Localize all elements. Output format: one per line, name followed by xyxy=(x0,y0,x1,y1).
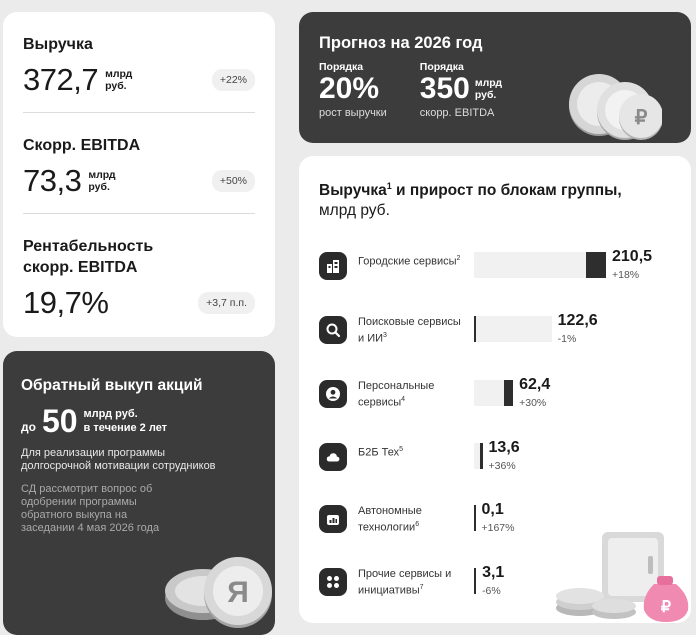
segment-bar-previous xyxy=(474,252,586,278)
segment-row: Прочие сервисы и инициативы7 3,1 -6% xyxy=(319,564,691,604)
segment-bar-previous xyxy=(474,380,505,406)
svg-text:₽: ₽ xyxy=(635,107,648,129)
safe-and-money-illustration: ₽ xyxy=(556,532,689,622)
svg-text:Я: Я xyxy=(227,576,249,609)
buyback-title: Обратный выкуп акций xyxy=(21,377,203,394)
segment-name: Автономные технологии6 xyxy=(358,505,422,534)
metric-label: Выручка xyxy=(23,36,93,53)
buyback-prefix: до xyxy=(21,420,36,434)
forecast-card: Прогноз на 2026 год Порядка 20% рост выр… xyxy=(299,12,691,143)
segment-growth: +167% xyxy=(481,522,515,534)
metric-unit: млрд руб. xyxy=(88,169,116,193)
forecast-value: 20% xyxy=(319,72,380,105)
metric-revenue: Выручка 372,7 млрд руб. +22% xyxy=(23,12,255,113)
segments-card: Выручка1 и прирост по блокам группы, млр… xyxy=(299,156,691,623)
segment-bar-growth xyxy=(480,443,483,469)
segment-growth: +36% xyxy=(488,460,516,472)
segment-bar-growth xyxy=(474,505,476,531)
metric-margin: Рентабельность скорр. EBITDA 19,7% +3,7 п… xyxy=(23,214,255,334)
segment-row: Городские сервисы2 210,5 +18% xyxy=(319,248,691,288)
forecast-qualifier: Порядка xyxy=(319,61,364,73)
buyback-note: СД рассмотрит вопрос об одобрении програ… xyxy=(21,483,160,534)
city-icon xyxy=(319,252,347,280)
forecast-unit: млрд руб. xyxy=(474,77,503,101)
metric-value: 73,3 xyxy=(23,163,82,198)
segment-bar-previous xyxy=(474,316,552,342)
segment-row: Персональные сервисы4 62,4 +30% xyxy=(319,376,691,416)
segment-row: Поисковые сервисы и ИИ3 122,6 -1% xyxy=(319,312,691,352)
metric-ebitda: Скорр. EBITDA 73,3 млрд руб. +50% xyxy=(23,113,255,214)
metric-label: Скорр. EBITDA xyxy=(23,137,141,154)
segment-name: Персональные сервисы4 xyxy=(358,380,435,409)
segment-growth: -1% xyxy=(557,333,577,345)
segment-growth: +30% xyxy=(519,397,547,409)
buyback-amount: 50 xyxy=(41,403,78,439)
grid-icon xyxy=(319,568,347,596)
ruble-coins-illustration: ₽ xyxy=(569,74,662,140)
growth-badge: +50% xyxy=(211,170,255,192)
buyback-card: Обратный выкуп акций до 50 млрд руб. в те… xyxy=(3,351,275,635)
segment-bar-growth xyxy=(585,252,606,278)
segment-bar-growth xyxy=(474,316,476,342)
segment-value: 3,1 xyxy=(482,564,505,581)
robot-icon xyxy=(319,505,347,533)
segments-title: Выручка1 и прирост по блокам группы, xyxy=(319,181,622,200)
svg-text:₽: ₽ xyxy=(661,599,671,616)
forecast-value: 350 xyxy=(419,72,470,105)
forecast-title: Прогноз на 2026 год xyxy=(319,34,483,52)
segment-growth: -6% xyxy=(482,585,501,597)
segment-row: Автономные технологии6 0,1 +167% xyxy=(319,501,691,541)
segment-bar-growth xyxy=(504,380,514,406)
search-icon xyxy=(319,316,347,344)
segment-bar-growth xyxy=(474,568,476,594)
segment-value: 122,6 xyxy=(557,312,598,329)
buyback-unit: млрд руб. в течение 2 лет xyxy=(83,408,168,434)
segments-subtitle: млрд руб. xyxy=(319,202,390,220)
metric-unit: млрд руб. xyxy=(105,68,133,92)
segment-value: 62,4 xyxy=(519,376,551,393)
segment-bar-previous xyxy=(474,443,481,469)
forecast-caption: скорр. EBITDA xyxy=(419,107,495,119)
buyback-description: Для реализации программы долгосрочной мо… xyxy=(21,447,216,472)
forecast-revenue: Порядка 20% рост выручки xyxy=(319,61,387,119)
metric-label: Рентабельность скорр. EBITDA xyxy=(23,238,154,276)
metric-value: 19,7% xyxy=(23,285,109,320)
segment-name: Прочие сервисы и инициативы7 xyxy=(358,568,452,597)
segment-name: Б2Б Тех5 xyxy=(358,446,403,459)
forecast-qualifier: Порядка xyxy=(419,61,464,73)
segment-value: 210,5 xyxy=(612,248,653,265)
segment-value: 0,1 xyxy=(481,501,504,518)
growth-badge: +22% xyxy=(211,69,255,91)
growth-badge: +3,7 п.п. xyxy=(198,292,255,314)
cloud-icon xyxy=(319,443,347,471)
metric-value: 372,7 xyxy=(23,62,99,97)
key-metrics-card: Выручка 372,7 млрд руб. +22% Скорр. EBITD… xyxy=(3,12,275,337)
person-icon xyxy=(319,380,347,408)
forecast-caption: рост выручки xyxy=(319,107,387,119)
coins-illustration: Я xyxy=(165,557,272,628)
segment-name: Городские сервисы2 xyxy=(358,255,461,268)
segment-growth: +18% xyxy=(612,269,640,281)
segment-row: Б2Б Тех5 13,6 +36% xyxy=(319,439,691,479)
segment-value: 13,6 xyxy=(488,439,520,456)
segment-name: Поисковые сервисы и ИИ3 xyxy=(358,316,461,345)
forecast-ebitda: Порядка 350 млрд руб. скорр. EBITDA xyxy=(420,61,502,119)
